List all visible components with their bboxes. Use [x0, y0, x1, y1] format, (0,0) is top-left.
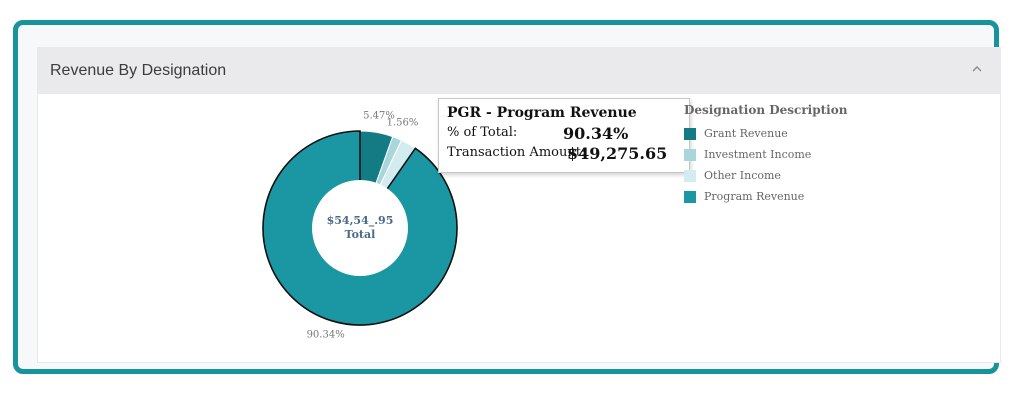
legend-item-other-income[interactable]: Other Income [684, 165, 847, 186]
legend-title: Designation Description [684, 103, 848, 117]
chevron-up-icon[interactable] [968, 60, 986, 78]
panel-header: Revenue By Designation [38, 48, 1000, 94]
chart-legend: Designation Description Grant Revenue Inv… [684, 103, 847, 207]
legend-label: Program Revenue [704, 190, 805, 203]
data-label-program-revenue: 90.34% [307, 330, 345, 341]
legend-item-program-revenue[interactable]: Program Revenue [684, 186, 847, 207]
widget-frame: Revenue By Designation 5.47% 1.56% 90.34% … [13, 20, 1000, 374]
legend-item-investment-income[interactable]: Investment Income [684, 144, 847, 165]
tooltip-title: PGR - Program Revenue [447, 105, 637, 121]
center-total-value: $54,54_.95 [327, 214, 394, 228]
legend-label: Grant Revenue [704, 127, 788, 140]
panel-title: Revenue By Designation [50, 62, 227, 79]
tooltip-pct-label: % of Total: [447, 125, 518, 140]
tooltip-pct-value: 90.34% [563, 124, 629, 143]
legend-swatch [684, 190, 696, 203]
center-total-label: Total [345, 228, 376, 241]
legend-label: Other Income [704, 169, 781, 182]
legend-swatch [684, 169, 696, 182]
tooltip-amount-value: $49,275.65 [567, 144, 668, 163]
tooltip-amount-label: Transaction Amount: [447, 145, 586, 160]
legend-label: Investment Income [704, 148, 812, 161]
data-label-grant-revenue: 5.47% [363, 111, 395, 122]
legend-swatch [684, 127, 696, 140]
donut-hole [312, 180, 408, 276]
legend-item-grant-revenue[interactable]: Grant Revenue [684, 123, 847, 144]
chart-tooltip: PGR - Program Revenue % of Total: 90.34%… [438, 98, 690, 173]
data-label-investment-income: 1.56% [387, 117, 419, 128]
revenue-panel: Revenue By Designation 5.47% 1.56% 90.34% … [38, 48, 1000, 362]
donut-chart: 5.47%1.56% 90.34% $54,54_.95 Total [262, 111, 458, 341]
legend-swatch [684, 148, 696, 161]
